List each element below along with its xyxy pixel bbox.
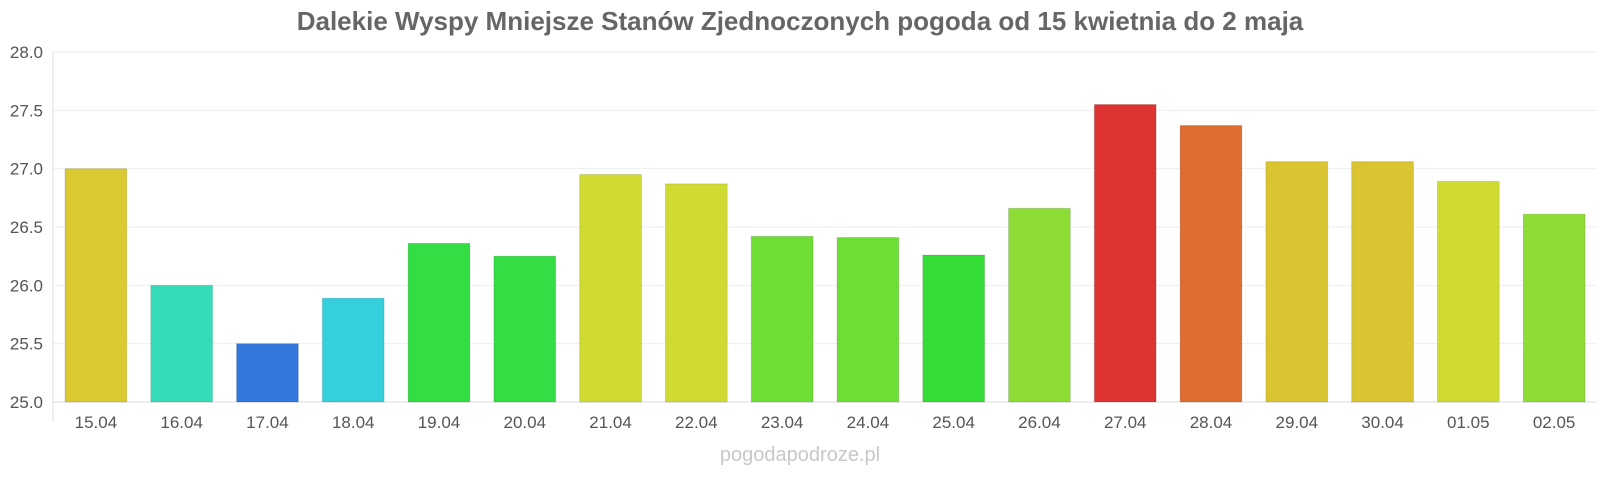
x-tick-label: 29.04: [1276, 413, 1319, 432]
x-tick-label: 15.04: [75, 413, 118, 432]
bar-22.04[interactable]: [664, 183, 728, 403]
x-tick-label: 22.04: [675, 413, 718, 432]
x-tick-label: 16.04: [160, 413, 203, 432]
bar-17.04[interactable]: [236, 343, 299, 403]
x-tick-label: 25.04: [932, 413, 975, 432]
bar-25.04[interactable]: [922, 254, 986, 403]
watermark: pogodapodroze.pl: [720, 444, 880, 466]
bar-02.05[interactable]: [1522, 213, 1586, 403]
y-tick-label: 26.0: [10, 276, 43, 295]
x-tick-label: 21.04: [589, 413, 632, 432]
bar-27.04[interactable]: [1093, 104, 1157, 403]
x-tick-label: 17.04: [246, 413, 289, 432]
bar-30.04[interactable]: [1351, 161, 1414, 403]
bars: [64, 104, 1586, 403]
x-tick-label: 28.04: [1190, 413, 1233, 432]
x-tick-label: 24.04: [847, 413, 890, 432]
y-tick-label: 25.0: [10, 393, 43, 412]
x-tick-label: 23.04: [761, 413, 804, 432]
y-tick-label: 27.0: [10, 160, 43, 179]
x-tick-label: 20.04: [504, 413, 547, 432]
bar-21.04[interactable]: [579, 174, 642, 403]
bar-24.04[interactable]: [836, 237, 900, 403]
bar-20.04[interactable]: [493, 255, 557, 403]
x-tick-labels: 15.04 16.04 17.04 18.04 19.04 20.04 21.04 22.04…: [75, 413, 1576, 432]
x-tick-label: 02.05: [1533, 413, 1576, 432]
y-tick-label: 26.5: [10, 218, 43, 237]
x-tick-label: 30.04: [1361, 413, 1404, 432]
x-tick-label: 01.05: [1447, 413, 1490, 432]
x-tick-label: 26.04: [1018, 413, 1061, 432]
bar-29.04[interactable]: [1265, 161, 1329, 403]
y-tick-label: 27.5: [10, 101, 43, 120]
bar-23.04[interactable]: [750, 235, 814, 403]
y-tick-label: 25.5: [10, 335, 43, 354]
bar-18.04[interactable]: [321, 297, 385, 403]
x-tick-label: 19.04: [418, 413, 461, 432]
bar-19.04[interactable]: [407, 242, 471, 403]
x-tick-label: 18.04: [332, 413, 375, 432]
chart-title: Dalekie Wyspy Mniejsze Stanów Zjednoczon…: [296, 6, 1304, 36]
bar-16.04[interactable]: [150, 284, 214, 403]
x-tick-label: 27.04: [1104, 413, 1147, 432]
y-tick-labels: 25.0 25.5 26.0 26.5 27.0 27.5 28.0: [10, 43, 43, 412]
bar-15.04[interactable]: [64, 168, 128, 403]
bar-28.04[interactable]: [1179, 125, 1243, 403]
y-tick-label: 28.0: [10, 43, 43, 62]
axes: [52, 52, 1597, 422]
bar-26.04[interactable]: [1008, 207, 1071, 403]
bar-01.05[interactable]: [1436, 181, 1500, 403]
